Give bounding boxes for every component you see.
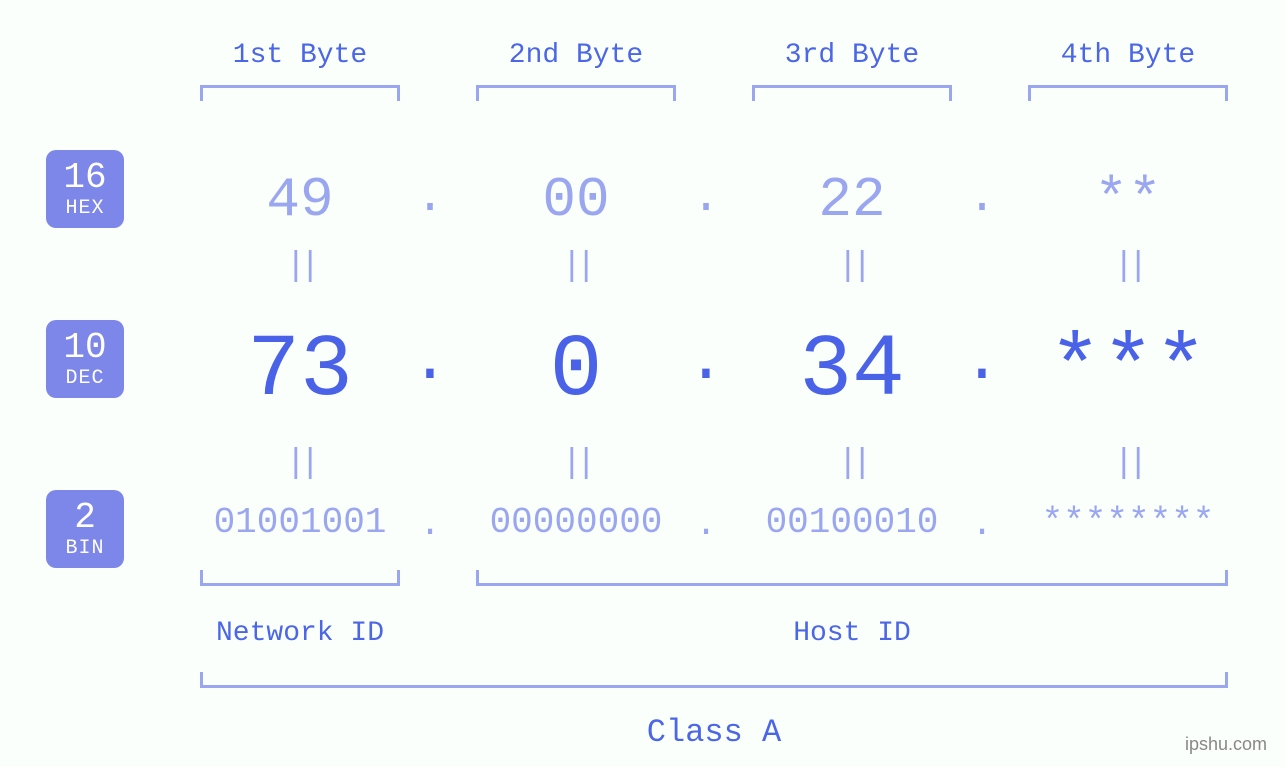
dec-byte-2: 0 — [456, 322, 696, 421]
bin-byte-1: 01001001 — [180, 502, 420, 543]
badge-label: DEC — [65, 368, 104, 390]
equals-mark: || — [832, 445, 872, 483]
equals-mark: || — [832, 248, 872, 286]
bracket-host-id — [476, 570, 1228, 586]
equals-mark: || — [556, 248, 596, 286]
label-class: Class A — [180, 714, 1248, 751]
dec-byte-3: 34 — [732, 322, 972, 421]
equals-mark: || — [280, 248, 320, 286]
hex-byte-2: 00 — [456, 168, 696, 232]
byte-bracket-1 — [200, 85, 400, 101]
hex-dot-1: . — [410, 171, 450, 225]
label-host-id: Host ID — [456, 618, 1248, 649]
byte-bracket-2 — [476, 85, 676, 101]
label-network-id: Network ID — [180, 618, 420, 649]
base-badge-dec: 10DEC — [46, 320, 124, 398]
hex-dot-3: . — [962, 171, 1002, 225]
badge-base: 10 — [63, 328, 106, 368]
byte-header-2: 2nd Byte — [456, 40, 696, 71]
hex-byte-1: 49 — [180, 168, 420, 232]
dec-byte-1: 73 — [180, 322, 420, 421]
byte-bracket-3 — [752, 85, 952, 101]
hex-byte-3: 22 — [732, 168, 972, 232]
dec-dot-1: . — [410, 326, 450, 398]
dec-dot-2: . — [686, 326, 726, 398]
bin-dot-3: . — [962, 504, 1002, 545]
dec-dot-3: . — [962, 326, 1002, 398]
badge-label: HEX — [65, 198, 104, 220]
bin-dot-2: . — [686, 504, 726, 545]
byte-header-3: 3rd Byte — [732, 40, 972, 71]
base-badge-hex: 16HEX — [46, 150, 124, 228]
equals-mark: || — [556, 445, 596, 483]
bracket-class — [200, 672, 1228, 688]
badge-label: BIN — [65, 538, 104, 560]
base-badge-bin: 2BIN — [46, 490, 124, 568]
byte-header-4: 4th Byte — [1008, 40, 1248, 71]
equals-mark: || — [1108, 248, 1148, 286]
dec-byte-4: *** — [1008, 322, 1248, 421]
byte-header-1: 1st Byte — [180, 40, 420, 71]
bin-dot-1: . — [410, 504, 450, 545]
bracket-network-id — [200, 570, 400, 586]
badge-base: 16 — [63, 158, 106, 198]
bin-byte-3: 00100010 — [732, 502, 972, 543]
hex-byte-4: ** — [1008, 168, 1248, 232]
badge-base: 2 — [74, 498, 96, 538]
equals-mark: || — [1108, 445, 1148, 483]
byte-bracket-4 — [1028, 85, 1228, 101]
watermark: ipshu.com — [1185, 734, 1267, 755]
equals-mark: || — [280, 445, 320, 483]
hex-dot-2: . — [686, 171, 726, 225]
bin-byte-4: ******** — [1008, 502, 1248, 543]
bin-byte-2: 00000000 — [456, 502, 696, 543]
